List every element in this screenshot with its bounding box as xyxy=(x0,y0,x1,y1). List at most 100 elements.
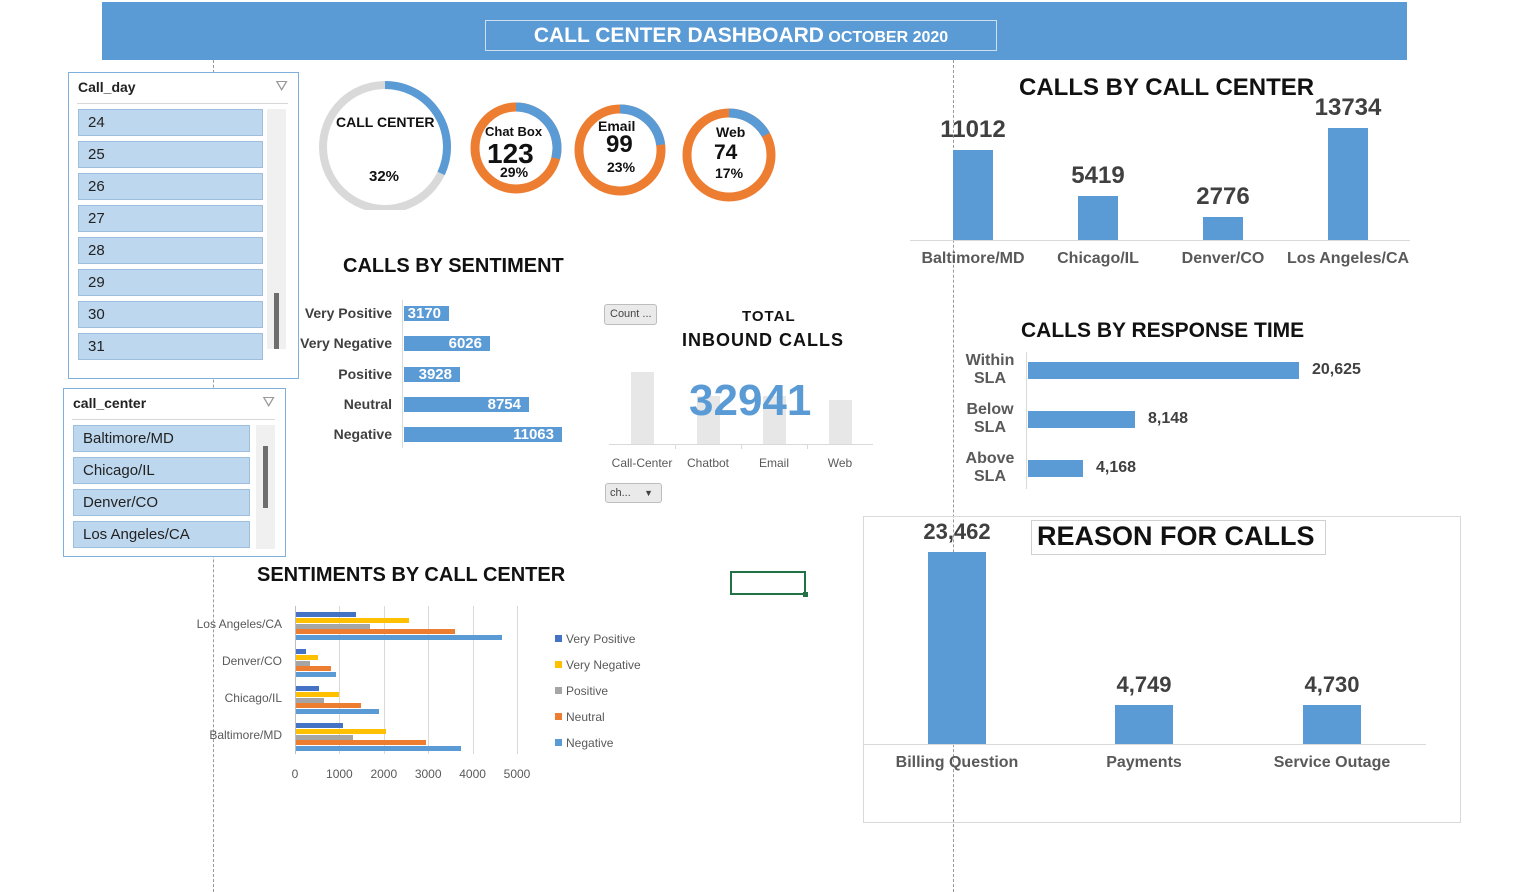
center-label: Chicago/IL xyxy=(224,691,282,705)
tick xyxy=(675,444,676,449)
clear-filter-icon[interactable]: ⛛ xyxy=(275,78,288,95)
slicer-item-center[interactable]: Baltimore/MD xyxy=(73,425,250,452)
bar-very-negative xyxy=(296,728,386,734)
scrollbar-thumb[interactable] xyxy=(263,446,268,508)
category-label: Denver/CO xyxy=(1181,250,1265,267)
reason-value: 4,730 xyxy=(1304,672,1360,697)
bar-calls-center xyxy=(953,150,993,240)
chevron-down-icon: ▼ xyxy=(644,488,653,498)
count-field-button[interactable]: Count ... xyxy=(604,304,657,325)
page-break-line-right xyxy=(953,60,954,892)
bar-neutral xyxy=(296,666,331,672)
value-label: 2776 xyxy=(1196,183,1250,210)
gridline xyxy=(383,606,385,754)
x-tick-label: 3000 xyxy=(414,767,442,781)
response-category-line: Below xyxy=(966,401,1014,418)
response-value: 4,168 xyxy=(1096,459,1137,476)
bar-negative xyxy=(296,709,379,715)
x-tick-label: 4000 xyxy=(459,767,486,781)
response-axis-line xyxy=(1026,352,1027,489)
response-bar xyxy=(1028,460,1083,477)
bar-neutral xyxy=(296,629,455,635)
reason-category: Billing Question xyxy=(895,754,1019,771)
slicer-item-day-25[interactable]: 25 xyxy=(78,141,263,168)
slicer-call-day-title: Call_day xyxy=(78,79,136,95)
reason-title-box xyxy=(1031,520,1326,555)
response-category-line: SLA xyxy=(974,370,1006,387)
legend-swatch xyxy=(555,713,562,720)
legend-label: Negative xyxy=(566,736,614,750)
donut-email-label: Email xyxy=(598,118,636,134)
donut-chatbox-percent: 29% xyxy=(500,164,529,180)
center-label: Baltimore/MD xyxy=(209,728,282,742)
donut-chatbox-value: 123 xyxy=(487,138,534,169)
slicer-item-day-27[interactable]: 27 xyxy=(78,205,263,232)
scrollbar-thumb[interactable] xyxy=(274,293,279,349)
reason-chart-frame xyxy=(863,516,1461,823)
category-label: Chicago/IL xyxy=(1057,250,1139,267)
donut-email-share xyxy=(619,104,666,146)
calls-by-sentiment-title: CALLS BY SENTIMENT xyxy=(343,255,564,277)
total-inbound-value: 32941 xyxy=(689,376,812,425)
x-tick-label: 1000 xyxy=(326,767,353,781)
slicer-scrollbar[interactable] xyxy=(267,109,286,349)
slicer-item-center[interactable]: Chicago/IL xyxy=(73,457,250,484)
channel-label: Web xyxy=(827,456,853,470)
gridline xyxy=(428,606,430,754)
channel-bar xyxy=(763,396,786,444)
channel-label: Email xyxy=(758,456,789,470)
clear-filter-icon[interactable]: ⛛ xyxy=(262,394,275,411)
bar-very-negative xyxy=(296,617,409,623)
response-category-line: Above xyxy=(965,450,1015,467)
bar-very-positive xyxy=(296,612,356,617)
legend-swatch xyxy=(555,635,562,642)
x-tick-label: 0 xyxy=(291,767,299,781)
response-category: Below SLA xyxy=(950,401,1030,437)
reason-category: Payments xyxy=(1106,754,1182,771)
bar-very-positive xyxy=(296,686,319,691)
total-label: TOTAL xyxy=(742,308,796,325)
selected-cell[interactable] xyxy=(730,571,806,595)
reason-value: 4,749 xyxy=(1116,672,1172,697)
dashboard-title: CALL CENTER DASHBOARD OCTOBER 2020 xyxy=(485,20,997,51)
value-label: 11012 xyxy=(940,116,1006,143)
bar-neutral xyxy=(296,740,426,746)
legend-swatch xyxy=(555,661,562,668)
channel-dropdown[interactable]: ch... ▼ xyxy=(605,483,662,503)
slicer-item-day-31[interactable]: 31 xyxy=(78,333,263,360)
slicer-item-day-24[interactable]: 24 xyxy=(78,109,263,136)
axis-line xyxy=(910,240,1410,241)
slicer-item-center[interactable]: Denver/CO xyxy=(73,489,250,516)
donut-call-center-percent: 32% xyxy=(369,168,400,185)
legend-swatch xyxy=(555,687,562,694)
slicer-item-day-28[interactable]: 28 xyxy=(78,237,263,264)
reason-bar xyxy=(928,552,986,744)
response-bar xyxy=(1028,362,1299,379)
slicer-item-day-29[interactable]: 29 xyxy=(78,269,263,296)
category-label: Baltimore/MD xyxy=(921,250,1025,267)
response-category-line: SLA xyxy=(974,419,1006,436)
sentiment-bar: 8754 xyxy=(404,396,529,412)
slicer-item-day-30[interactable]: 30 xyxy=(78,301,263,328)
calls-by-call-center-title: CALLS BY CALL CENTER xyxy=(1019,74,1315,101)
slicer-item-day-26[interactable]: 26 xyxy=(78,173,263,200)
bar-very-negative xyxy=(296,654,318,660)
legend-label: Neutral xyxy=(566,710,605,724)
reason-bar xyxy=(1115,705,1173,744)
slicer-item-center[interactable]: Los Angeles/CA xyxy=(73,521,250,548)
channel-bar xyxy=(631,372,654,444)
reason-value: 23,462 xyxy=(923,519,991,544)
tick xyxy=(741,444,742,449)
x-tick-label: 5000 xyxy=(503,767,531,781)
slicer-scrollbar[interactable] xyxy=(256,425,275,549)
response-value: 20,625 xyxy=(1312,361,1361,378)
donut-web-percent: 17% xyxy=(715,165,744,181)
gridline xyxy=(295,606,296,754)
donut-email-value: 99 xyxy=(606,131,633,158)
channel-label: Call-Center xyxy=(611,456,673,470)
cell-fill-handle[interactable] xyxy=(803,592,808,597)
center-label: Denver/CO xyxy=(221,654,282,668)
value-label: 13734 xyxy=(1314,94,1382,121)
bar-calls-center xyxy=(1078,196,1118,240)
donut-web-value: 74 xyxy=(714,141,738,164)
